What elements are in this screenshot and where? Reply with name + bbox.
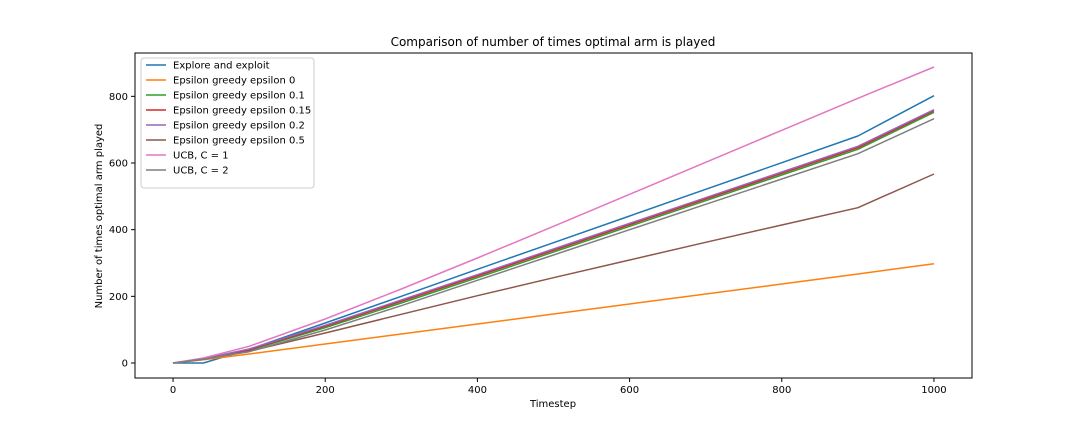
x-axis-ticks: 0 200 400 600 800 1000 (170, 378, 947, 396)
legend-label: Epsilon greedy epsilon 0.5 (173, 136, 305, 147)
legend-label: Epsilon greedy epsilon 0.1 (173, 91, 305, 102)
legend-label: Epsilon greedy epsilon 0.2 (173, 121, 305, 132)
y-tick-label: 800 (109, 92, 128, 103)
y-axis-label: Number of times optimal arm played (94, 124, 105, 309)
x-tick-label: 200 (316, 385, 335, 396)
series-layer (172, 66, 935, 364)
legend-label: UCB, C = 1 (173, 151, 229, 162)
legend-label: Explore and exploit (173, 61, 270, 72)
x-axis-label: Timestep (529, 399, 576, 410)
legend-label: Epsilon greedy epsilon 0 (173, 76, 295, 87)
series-line (172, 66, 935, 364)
y-axis-ticks: 0 200 400 600 800 (109, 92, 135, 370)
y-tick-label: 600 (109, 159, 128, 170)
y-tick-label: 400 (109, 225, 128, 236)
x-tick-label: 400 (468, 385, 487, 396)
axes-frame (134, 52, 973, 379)
series-line (172, 118, 935, 364)
y-tick-label: 0 (122, 359, 128, 370)
plot-area: 0 200 400 600 800 1000 0 200 400 600 800 (109, 52, 973, 396)
legend-label: UCB, C = 2 (173, 166, 229, 177)
chart-title: Comparison of number of times optimal ar… (391, 35, 716, 49)
series-line (172, 109, 935, 364)
legend: Explore and exploit Epsilon greedy epsilo… (140, 57, 315, 189)
legend-box (140, 57, 315, 189)
x-tick-label: 1000 (921, 385, 946, 396)
x-tick-label: 800 (772, 385, 791, 396)
legend-label: Epsilon greedy epsilon 0.15 (173, 106, 311, 117)
x-tick-label: 0 (170, 385, 176, 396)
series-line (172, 262, 935, 364)
y-tick-label: 200 (109, 292, 128, 303)
x-tick-label: 600 (620, 385, 639, 396)
